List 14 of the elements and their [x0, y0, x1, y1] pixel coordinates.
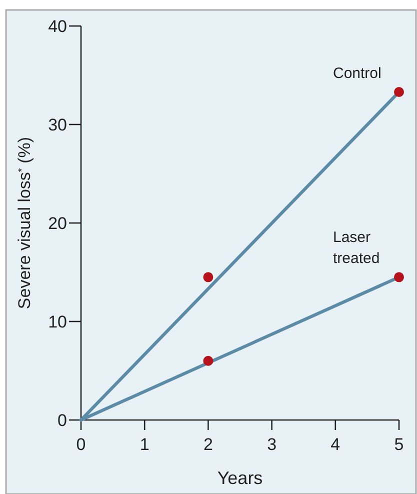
series-label: Control — [333, 64, 382, 82]
y-tick-label: 40 — [48, 16, 67, 36]
x-tick-label: 1 — [140, 435, 150, 454]
y-tick-label: 10 — [48, 312, 67, 332]
series-label: Laser treated — [333, 229, 380, 268]
x-tick-label: 2 — [203, 435, 213, 454]
x-tick-label: 3 — [267, 435, 277, 454]
x-tick-label: 5 — [394, 435, 404, 454]
y-tick-label: 0 — [58, 410, 67, 430]
x-tick-label: 0 — [76, 435, 86, 454]
x-axis-title: Years — [217, 468, 263, 488]
x-tick-label: 4 — [330, 435, 340, 454]
y-tick-label: 20 — [48, 214, 67, 233]
y-tick-label: 30 — [48, 115, 67, 134]
